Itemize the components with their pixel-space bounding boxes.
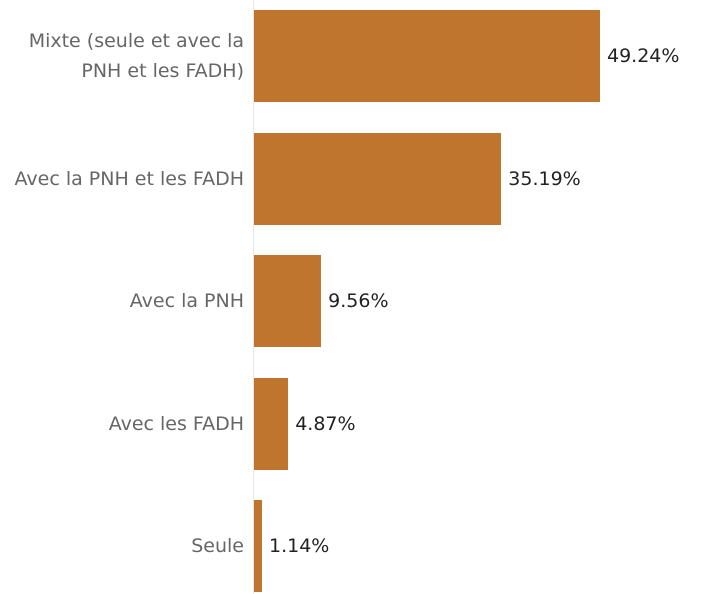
- bar: [254, 10, 600, 102]
- value-label: 9.56%: [328, 290, 389, 312]
- bar: [254, 500, 262, 592]
- bar: [254, 377, 289, 470]
- value-label: 49.24%: [607, 45, 680, 67]
- axis-line: [253, 0, 254, 594]
- category-label: Mixte (seule et avec la PNH et les FADH): [28, 30, 244, 82]
- bar: [254, 132, 502, 225]
- value-label: 1.14%: [269, 535, 330, 557]
- category-label: Avec les FADH: [108, 412, 244, 435]
- category-label: Avec la PNH: [129, 290, 244, 312]
- category-label: Seule: [191, 535, 244, 557]
- value-label: 4.87%: [295, 412, 356, 435]
- category-label: Avec la PNH et les FADH: [14, 167, 244, 190]
- bar: [254, 255, 322, 347]
- value-label: 35.19%: [508, 167, 581, 190]
